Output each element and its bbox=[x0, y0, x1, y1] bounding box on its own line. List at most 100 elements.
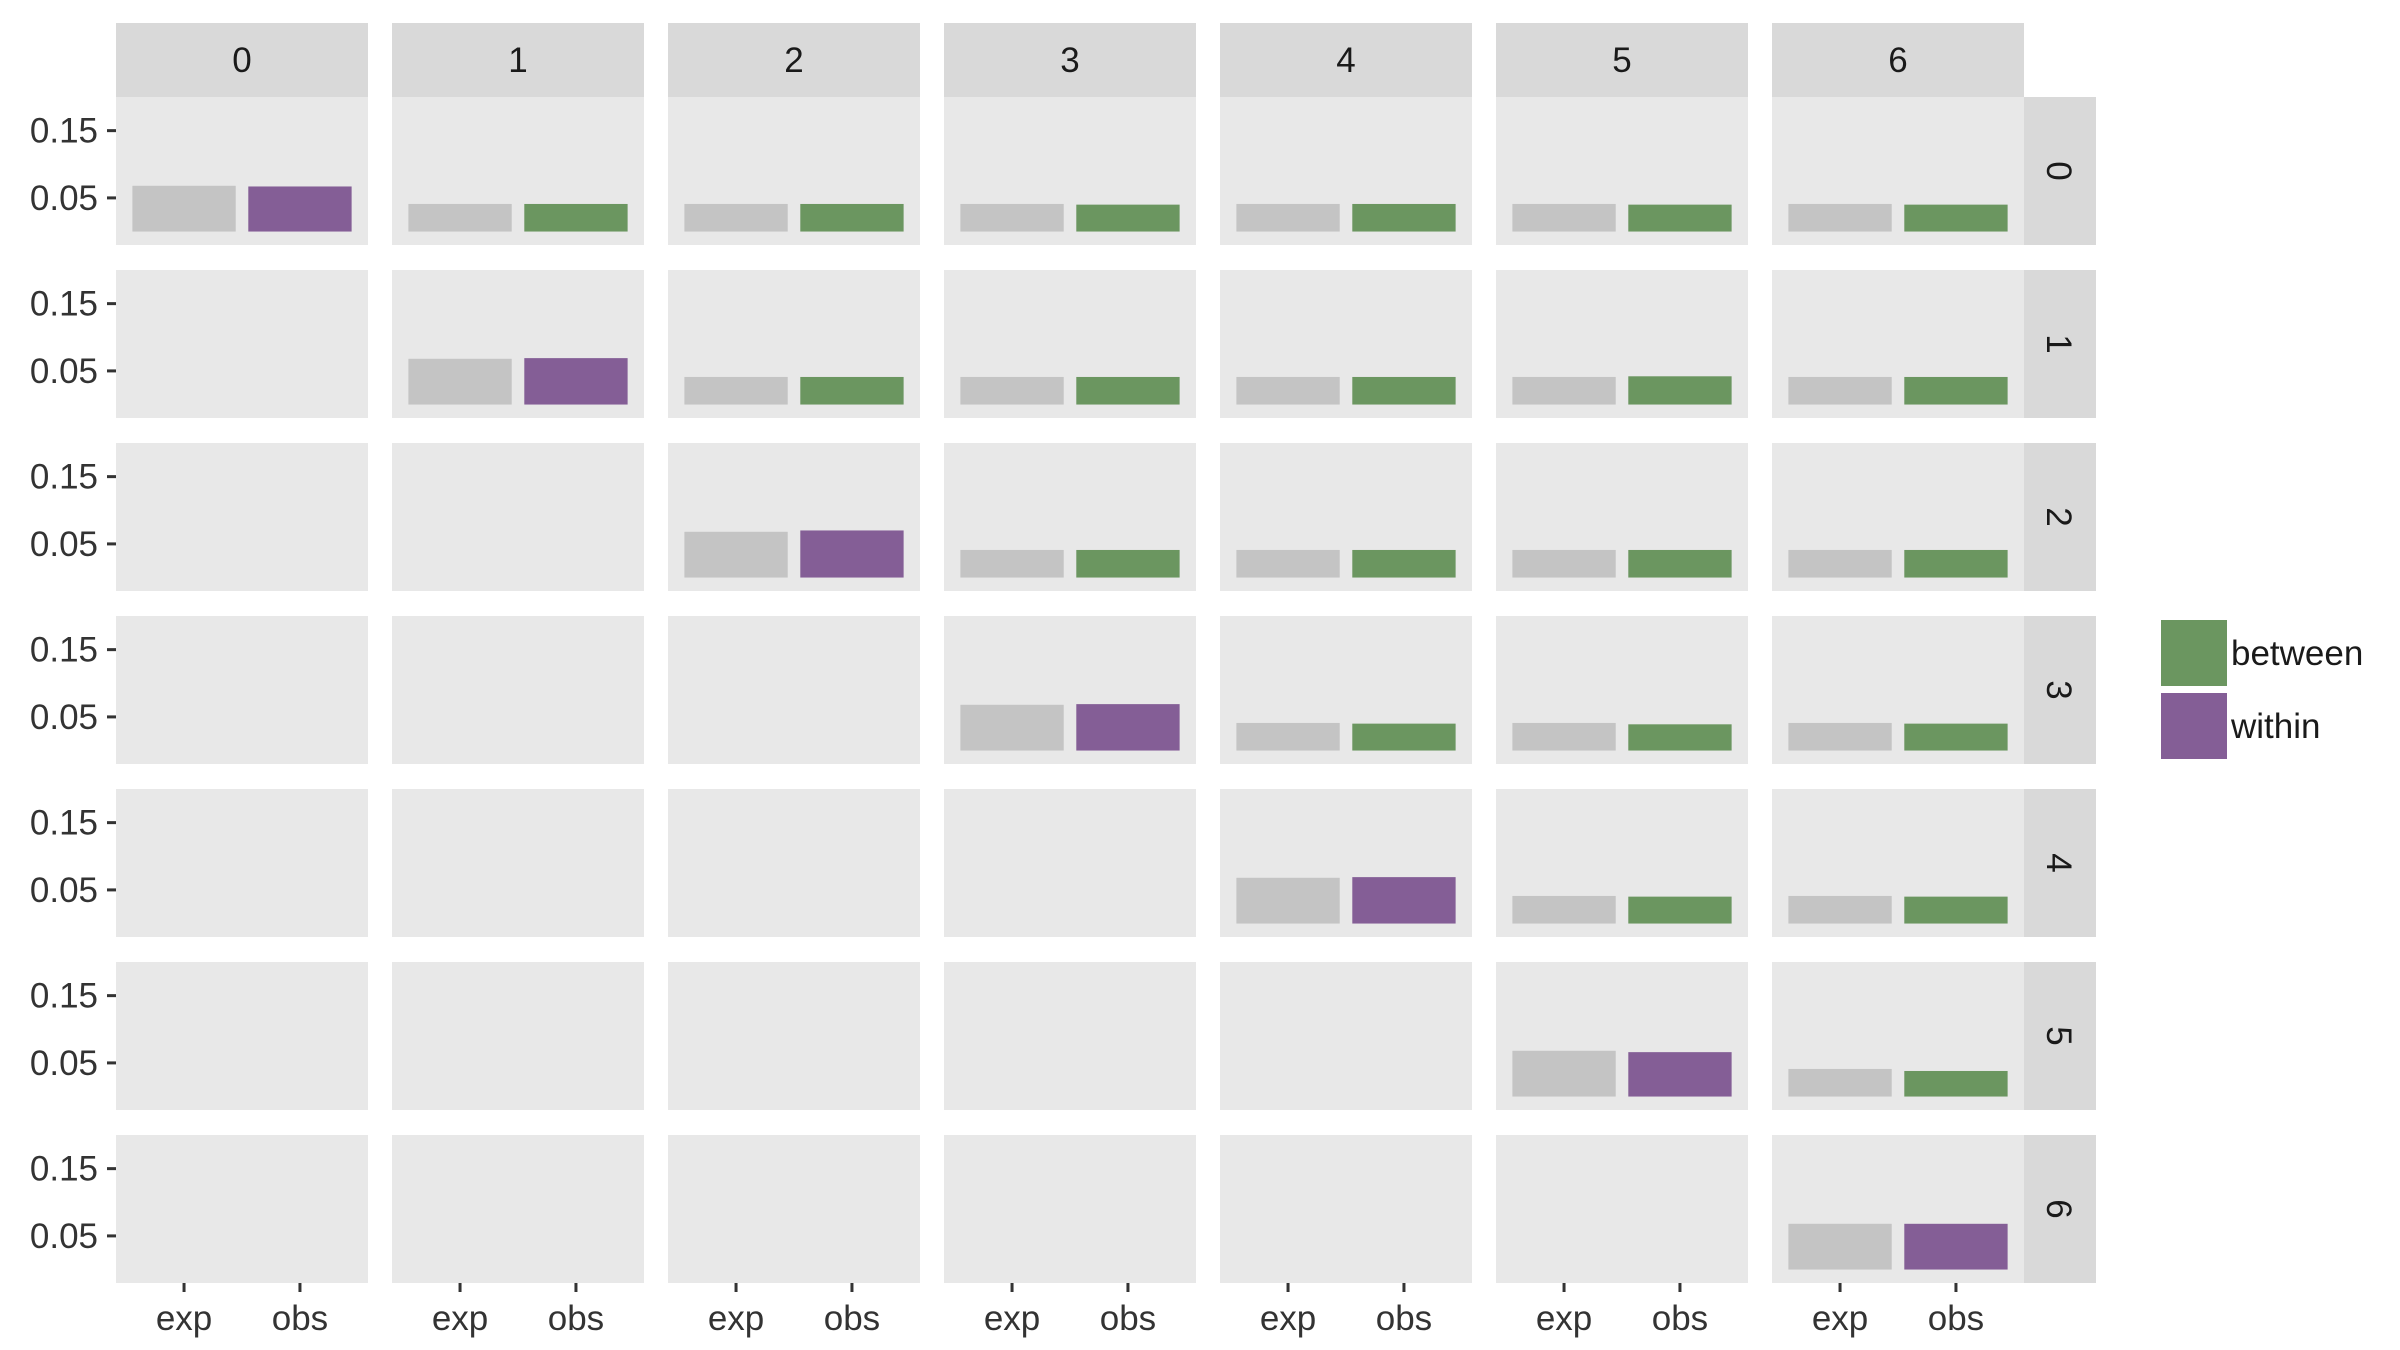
bar-obs-r1-c5 bbox=[1628, 376, 1732, 405]
bar-exp-r3-c5 bbox=[1512, 722, 1616, 751]
bar-obs-r3-c5 bbox=[1628, 724, 1732, 751]
bar-exp-r3-c3 bbox=[960, 704, 1064, 751]
x-tick-label-c6-obs: obs bbox=[1928, 1299, 1984, 1338]
y-tick-label-r5-1: 0.15 bbox=[30, 977, 98, 1016]
bar-exp-r4-c5 bbox=[1512, 895, 1616, 924]
x-tick-label-c0-exp: exp bbox=[156, 1299, 212, 1338]
x-tick-label-c2-exp: exp bbox=[708, 1299, 764, 1338]
bar-exp-r0-c1 bbox=[408, 203, 512, 232]
bar-obs-r4-c5 bbox=[1628, 896, 1732, 924]
row-strip-label-2: 2 bbox=[2039, 507, 2078, 526]
bar-exp-r0-c5 bbox=[1512, 203, 1616, 232]
bar-exp-r5-c6 bbox=[1788, 1068, 1892, 1097]
bar-exp-r1-c3 bbox=[960, 376, 1064, 405]
row-strip-1 bbox=[2022, 270, 2096, 418]
panel-r3-c0 bbox=[116, 616, 368, 764]
panel-r6-c3 bbox=[944, 1135, 1196, 1283]
col-strip-label-3: 3 bbox=[1060, 41, 1079, 80]
bar-obs-r1-c2 bbox=[800, 376, 904, 405]
bar-obs-r3-c4 bbox=[1352, 723, 1456, 751]
bar-obs-r2-c5 bbox=[1628, 549, 1732, 578]
bar-exp-r6-c6 bbox=[1788, 1223, 1892, 1270]
col-strip-5 bbox=[1496, 23, 1748, 97]
bar-obs-r2-c6 bbox=[1904, 549, 2008, 578]
bar-obs-r0-c1 bbox=[524, 203, 628, 232]
bar-exp-r4-c6 bbox=[1788, 895, 1892, 924]
bar-exp-r2-c3 bbox=[960, 549, 1064, 578]
x-tick-label-c2-obs: obs bbox=[824, 1299, 880, 1338]
panel-r2-c1 bbox=[392, 443, 644, 591]
bar-obs-r3-c6 bbox=[1904, 723, 2008, 751]
panels bbox=[116, 97, 2024, 1283]
bar-obs-r2-c4 bbox=[1352, 549, 1456, 578]
bar-exp-r2-c2 bbox=[684, 531, 788, 578]
legend-key-within bbox=[2161, 693, 2227, 759]
bar-obs-r0-c2 bbox=[800, 203, 904, 232]
bar-exp-r2-c6 bbox=[1788, 549, 1892, 578]
bar-obs-r0-c6 bbox=[1904, 204, 2008, 232]
bar-obs-r4-c4 bbox=[1352, 877, 1456, 924]
row-strips: 0 1 2 3 4 5 6 bbox=[2022, 97, 2096, 1283]
column-strips: 0 1 2 3 4 5 6 bbox=[116, 23, 2024, 97]
legend-label-within: within bbox=[2230, 707, 2320, 746]
y-tick-label-r3-0: 0.05 bbox=[30, 698, 98, 737]
y-tick-label-r2-0: 0.05 bbox=[30, 525, 98, 564]
col-strip-2 bbox=[668, 23, 920, 97]
panel-r4-c0 bbox=[116, 789, 368, 937]
bar-exp-r0-c3 bbox=[960, 203, 1064, 232]
x-axes: exp obs exp obs exp obs exp obs exp obs exp obs exp o… bbox=[156, 1283, 1984, 1338]
col-strip-6 bbox=[1772, 23, 2024, 97]
panel-r4-c1 bbox=[392, 789, 644, 937]
bar-obs-r1-c3 bbox=[1076, 376, 1180, 405]
x-tick-label-c5-obs: obs bbox=[1652, 1299, 1708, 1338]
panel-r4-c2 bbox=[668, 789, 920, 937]
row-strip-label-3: 3 bbox=[2039, 680, 2078, 699]
y-tick-label-r4-1: 0.15 bbox=[30, 804, 98, 843]
x-tick-label-c6-exp: exp bbox=[1812, 1299, 1868, 1338]
y-tick-label-r2-1: 0.15 bbox=[30, 458, 98, 497]
col-strip-3 bbox=[944, 23, 1196, 97]
bar-obs-r0-c3 bbox=[1076, 204, 1180, 232]
panel-r5-c4 bbox=[1220, 962, 1472, 1110]
bar-obs-r4-c6 bbox=[1904, 896, 2008, 924]
row-strip-label-5: 5 bbox=[2039, 1026, 2078, 1045]
legend-label-between: between bbox=[2231, 634, 2363, 673]
panel-r6-c4 bbox=[1220, 1135, 1472, 1283]
row-strip-3 bbox=[2022, 616, 2096, 764]
y-tick-label-r1-0: 0.05 bbox=[30, 352, 98, 391]
y-tick-label-r0-0: 0.05 bbox=[30, 179, 98, 218]
x-tick-label-c0-obs: obs bbox=[272, 1299, 328, 1338]
bar-exp-r0-c4 bbox=[1236, 203, 1340, 232]
x-tick-label-c5-exp: exp bbox=[1536, 1299, 1592, 1338]
x-tick-label-c4-obs: obs bbox=[1376, 1299, 1432, 1338]
legend: between within bbox=[2161, 620, 2363, 759]
panel-r3-c2 bbox=[668, 616, 920, 764]
x-tick-label-c3-obs: obs bbox=[1100, 1299, 1156, 1338]
y-tick-label-r5-0: 0.05 bbox=[30, 1044, 98, 1083]
panel-r6-c0 bbox=[116, 1135, 368, 1283]
bar-exp-r5-c5 bbox=[1512, 1050, 1616, 1097]
row-strip-4 bbox=[2022, 789, 2096, 937]
x-tick-label-c1-obs: obs bbox=[548, 1299, 604, 1338]
panel-r6-c2 bbox=[668, 1135, 920, 1283]
bar-exp-r1-c1 bbox=[408, 358, 512, 405]
bar-exp-r1-c2 bbox=[684, 376, 788, 405]
y-tick-label-r6-1: 0.15 bbox=[30, 1150, 98, 1189]
bar-exp-r2-c4 bbox=[1236, 549, 1340, 578]
panel-r1-c0 bbox=[116, 270, 368, 418]
bar-obs-r3-c3 bbox=[1076, 704, 1180, 751]
panel-r5-c3 bbox=[944, 962, 1196, 1110]
bar-exp-r0-c6 bbox=[1788, 203, 1892, 232]
bar-exp-r3-c4 bbox=[1236, 722, 1340, 751]
bar-exp-r0-c2 bbox=[684, 203, 788, 232]
col-strip-label-1: 1 bbox=[508, 41, 527, 80]
y-tick-label-r0-1: 0.15 bbox=[30, 112, 98, 151]
bar-exp-r1-c4 bbox=[1236, 376, 1340, 405]
bar-obs-r0-c4 bbox=[1352, 203, 1456, 232]
row-strip-0 bbox=[2022, 97, 2096, 245]
col-strip-label-2: 2 bbox=[784, 41, 803, 80]
bar-exp-r2-c5 bbox=[1512, 549, 1616, 578]
y-tick-label-r1-1: 0.15 bbox=[30, 285, 98, 324]
bar-exp-r3-c6 bbox=[1788, 722, 1892, 751]
